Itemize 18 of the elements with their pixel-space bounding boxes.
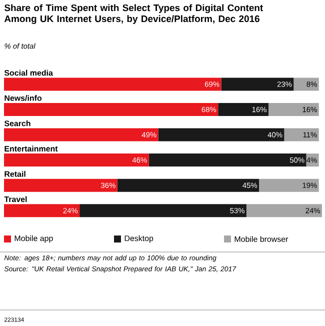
bar	[4, 128, 158, 142]
bar	[4, 204, 80, 218]
bar	[4, 78, 222, 91]
bar	[218, 102, 268, 116]
bar	[148, 154, 306, 167]
bar	[284, 128, 319, 142]
bar	[117, 178, 260, 192]
bar	[4, 154, 149, 167]
bar	[158, 128, 284, 142]
chart-title: Share of Time Spent with Select Types of Digital Content Among UK Internet Users, by Device/Platform, Dec 2016	[4, 4, 263, 24]
bar	[80, 204, 246, 218]
bar	[4, 178, 118, 192]
bar	[259, 178, 319, 192]
bar	[294, 78, 319, 91]
bar	[246, 204, 322, 218]
bar	[268, 102, 319, 116]
bar	[4, 102, 218, 116]
bar	[221, 78, 294, 91]
